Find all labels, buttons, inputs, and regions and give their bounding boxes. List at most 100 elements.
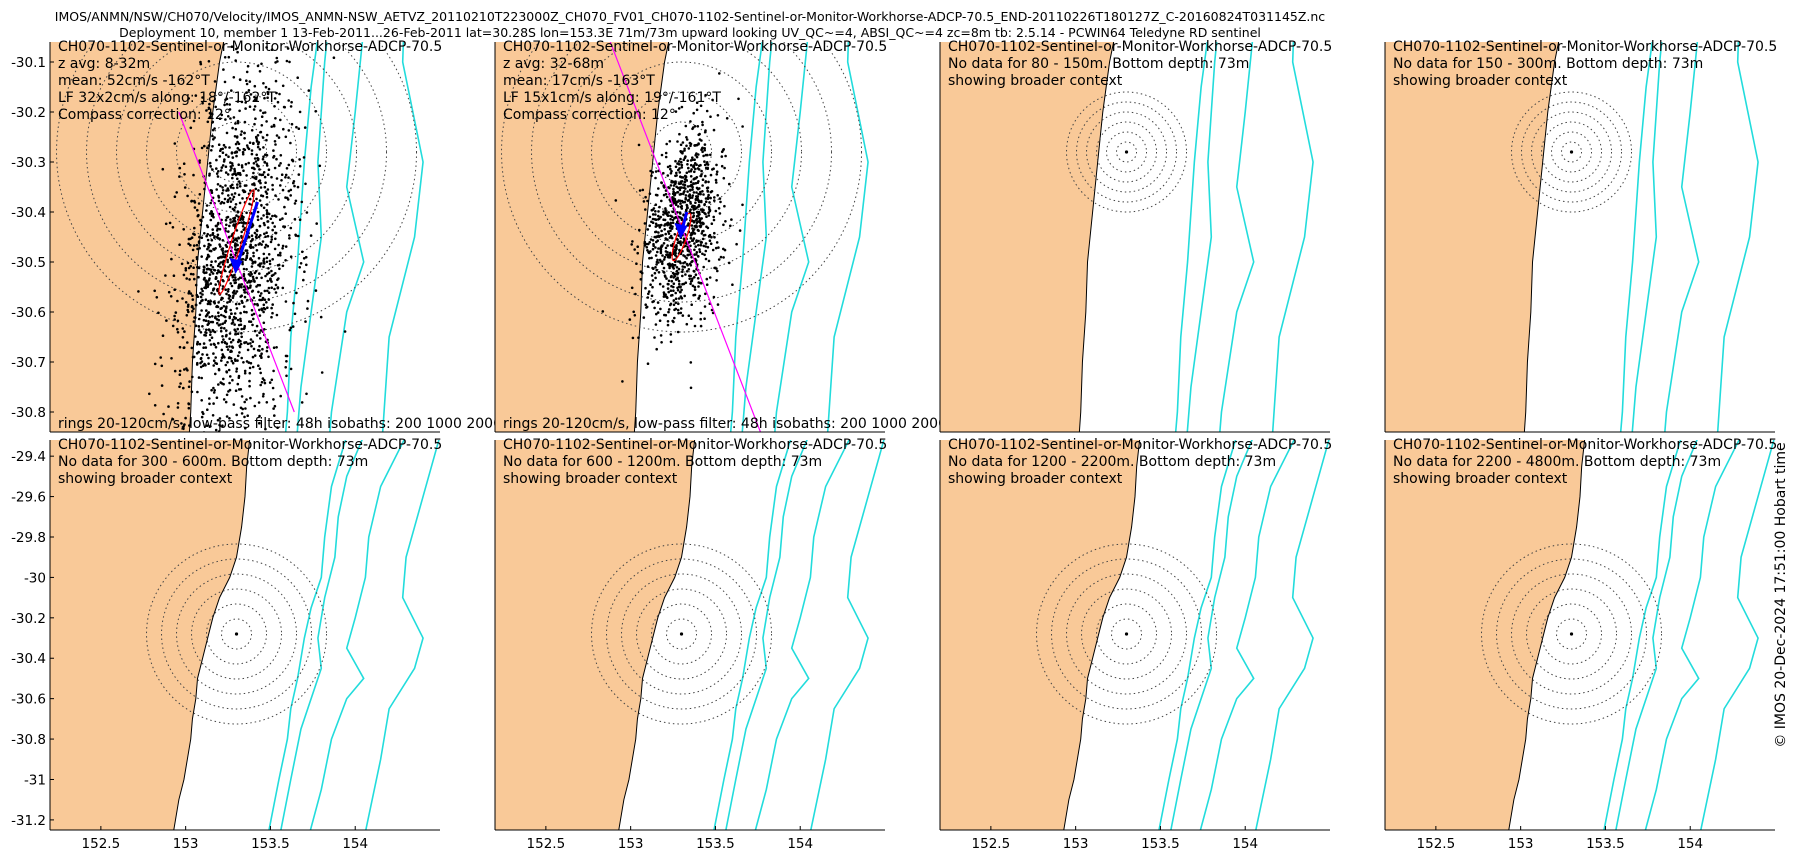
- velocity-sample-point: [220, 200, 224, 204]
- velocity-sample-point: [676, 140, 679, 143]
- velocity-sample-point: [252, 108, 256, 111]
- velocity-sample-point: [209, 268, 213, 272]
- velocity-sample-point: [676, 288, 680, 292]
- velocity-sample-point: [262, 252, 266, 256]
- velocity-sample-point: [655, 263, 658, 266]
- velocity-sample-point: [237, 163, 240, 166]
- velocity-sample-point: [272, 149, 275, 152]
- speed-ring: [1111, 618, 1143, 650]
- velocity-sample-point: [254, 187, 258, 191]
- velocity-sample-point: [287, 129, 291, 132]
- velocity-sample-point: [274, 79, 278, 83]
- velocity-sample-point: [666, 287, 670, 290]
- velocity-sample-point: [271, 311, 274, 315]
- velocity-sample-point: [210, 291, 213, 295]
- velocity-sample-point: [233, 192, 237, 195]
- velocity-sample-point: [225, 345, 229, 349]
- velocity-sample-point: [230, 359, 234, 363]
- speed-ring: [561, 42, 802, 273]
- velocity-sample-point: [252, 254, 255, 258]
- velocity-sample-point: [211, 272, 215, 275]
- velocity-sample-point: [305, 211, 309, 214]
- panel-bottom-1: -29.4-29.6-29.8-30-30.2-30.4-30.6-30.8-3…: [11, 437, 442, 850]
- isobath-line-2: [1170, 440, 1253, 830]
- speed-ring: [146, 61, 328, 243]
- velocity-sample-point: [245, 256, 248, 260]
- velocity-sample-point: [649, 283, 652, 287]
- velocity-sample-point: [206, 267, 210, 271]
- velocity-sample-point: [237, 374, 241, 378]
- speed-ring: [1086, 111, 1168, 193]
- x-tick-label: 153: [1063, 836, 1089, 850]
- velocity-sample-point: [249, 320, 253, 324]
- velocity-sample-point: [676, 330, 680, 334]
- velocity-sample-point: [681, 265, 684, 268]
- velocity-sample-point: [260, 62, 263, 66]
- velocity-sample-point: [294, 234, 298, 237]
- velocity-sample-point: [253, 183, 256, 187]
- velocity-sample-point: [203, 286, 206, 290]
- velocity-sample-point: [223, 341, 227, 345]
- velocity-sample-point: [187, 97, 190, 100]
- velocity-sample-point: [216, 222, 220, 226]
- velocity-sample-point: [668, 266, 671, 270]
- velocity-sample-point: [253, 95, 256, 99]
- velocity-sample-point: [702, 208, 705, 212]
- velocity-sample-point: [236, 140, 239, 144]
- isobath-line-3: [1644, 440, 1740, 830]
- velocity-sample-point: [664, 275, 667, 278]
- velocity-sample-point: [234, 203, 238, 206]
- velocity-sample-point: [279, 394, 283, 398]
- velocity-sample-point: [178, 175, 181, 178]
- velocity-sample-point: [255, 324, 259, 328]
- velocity-sample-point: [238, 345, 242, 349]
- velocity-sample-point: [667, 279, 671, 283]
- velocity-sample-point: [198, 342, 202, 346]
- velocity-sample-point: [204, 298, 208, 302]
- velocity-sample-point: [655, 312, 658, 316]
- panel-footnote: rings 20-120cm/s, low-pass filter: 48h i…: [58, 416, 515, 432]
- velocity-sample-point: [686, 253, 689, 257]
- velocity-sample-point: [304, 320, 307, 323]
- velocity-sample-point: [182, 427, 185, 431]
- speed-ring: [206, 603, 268, 665]
- velocity-sample-point: [717, 207, 721, 210]
- velocity-sample-point: [225, 292, 228, 296]
- velocity-sample-point: [223, 269, 227, 273]
- velocity-sample-point: [675, 245, 678, 248]
- velocity-sample-point: [248, 384, 251, 388]
- velocity-sample-point: [176, 331, 180, 334]
- velocity-sample-point: [681, 150, 684, 154]
- velocity-sample-point: [249, 246, 253, 250]
- velocity-sample-point: [225, 415, 229, 418]
- velocity-sample-point: [260, 380, 264, 384]
- velocity-sample-point: [638, 189, 642, 192]
- velocity-sample-point: [692, 220, 695, 223]
- velocity-sample-point: [263, 298, 267, 302]
- velocity-sample-point: [703, 148, 706, 152]
- velocity-sample-point: [651, 213, 655, 216]
- velocity-sample-point: [704, 292, 707, 296]
- velocity-sample-point: [686, 159, 689, 162]
- velocity-sample-point: [671, 271, 675, 275]
- velocity-sample-point: [262, 392, 265, 396]
- velocity-sample-point: [205, 224, 209, 227]
- velocity-sample-point: [256, 283, 260, 287]
- velocity-sample-point: [263, 307, 267, 311]
- velocity-sample-point: [209, 343, 213, 346]
- velocity-sample-point: [700, 217, 703, 220]
- velocity-sample-point: [198, 193, 202, 196]
- velocity-sample-point: [258, 314, 262, 317]
- velocity-sample-point: [233, 169, 237, 173]
- velocity-sample-point: [696, 220, 700, 223]
- velocity-sample-point: [679, 202, 682, 205]
- velocity-sample-point: [263, 223, 266, 227]
- panel-annotation: No data for 300 - 600m. Bottom depth: 73…: [58, 454, 368, 470]
- velocity-sample-point: [631, 240, 634, 243]
- velocity-sample-point: [662, 185, 666, 188]
- velocity-sample-point: [654, 170, 658, 173]
- velocity-sample-point: [207, 283, 210, 287]
- y-tick-label: -30.4: [11, 205, 46, 221]
- velocity-sample-point: [183, 173, 186, 176]
